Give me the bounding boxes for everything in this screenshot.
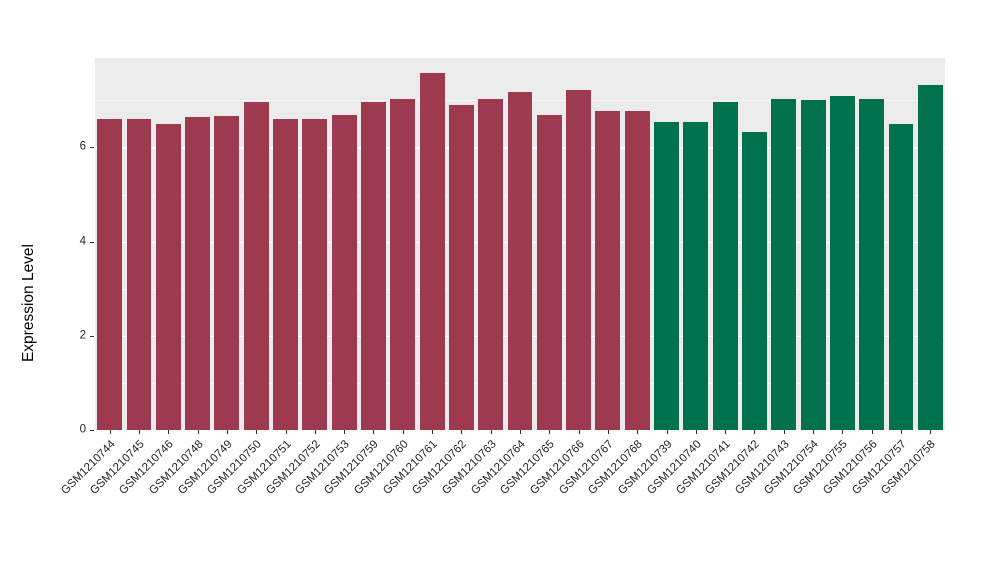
x-tick-mark <box>549 430 551 434</box>
x-tick-mark <box>373 430 375 434</box>
x-tick-mark <box>813 430 815 434</box>
x-tick-label: GSM1210745 <box>88 438 147 497</box>
bar-GSM1210748 <box>185 117 211 430</box>
bar-GSM1210751 <box>273 119 298 430</box>
x-tick-mark <box>344 430 346 434</box>
y-tick-mark <box>90 241 94 243</box>
bar-GSM1210740 <box>683 121 709 430</box>
bar-GSM1210755 <box>829 95 855 430</box>
x-tick-mark <box>871 430 873 434</box>
x-tick-mark <box>666 430 668 434</box>
y-tick-label: 6 <box>79 140 86 153</box>
bar-GSM1210762 <box>448 104 474 430</box>
x-tick-mark <box>754 430 756 434</box>
bar-GSM1210742 <box>742 132 767 430</box>
y-tick-label: 0 <box>79 423 86 436</box>
bar-GSM1210743 <box>771 98 797 430</box>
x-tick-mark <box>461 430 463 434</box>
bar-GSM1210759 <box>360 102 386 430</box>
x-tick-mark <box>842 430 844 434</box>
x-tick-mark <box>168 430 170 434</box>
x-tick-mark <box>725 430 727 434</box>
x-tick-mark <box>285 430 287 434</box>
bar-GSM1210768 <box>624 111 650 430</box>
bar-GSM1210749 <box>214 116 240 430</box>
x-tick-mark <box>490 430 492 434</box>
y-tick-label: 4 <box>79 234 86 247</box>
bar-GSM1210746 <box>155 124 181 430</box>
bar-GSM1210739 <box>654 121 679 430</box>
bar-GSM1210756 <box>859 98 885 430</box>
x-tick-mark <box>226 430 228 434</box>
x-tick-mark <box>901 430 903 434</box>
bar-GSM1210765 <box>536 115 562 430</box>
x-tick-mark <box>930 430 932 434</box>
bar-GSM1210764 <box>507 92 533 430</box>
bar-GSM1210763 <box>478 98 504 430</box>
y-axis-label-text: Expression Level <box>20 243 37 363</box>
bar-GSM1210761 <box>419 72 445 430</box>
x-tick-mark <box>578 430 580 434</box>
x-tick-mark <box>314 430 316 434</box>
x-tick-mark <box>607 430 609 434</box>
plot-panel <box>95 58 945 432</box>
bar-GSM1210745 <box>126 119 152 430</box>
y-tick-mark <box>90 430 94 431</box>
bar-GSM1210754 <box>800 100 826 430</box>
bar-GSM1210757 <box>888 124 914 430</box>
y-tick-mark <box>90 335 94 337</box>
x-tick-mark <box>520 430 521 434</box>
x-tick-mark <box>256 430 258 434</box>
x-tick-mark <box>783 430 785 434</box>
bar-GSM1210750 <box>243 102 269 430</box>
x-tick-mark <box>197 430 199 434</box>
y-tick-mark <box>90 147 94 149</box>
bar-GSM1210741 <box>712 102 738 430</box>
bar-GSM1210760 <box>390 99 416 430</box>
bar-GSM1210753 <box>331 115 357 430</box>
x-tick-mark <box>109 430 111 434</box>
bar-GSM1210766 <box>566 89 592 430</box>
bar-GSM1210758 <box>917 85 943 430</box>
bar-GSM1210744 <box>97 119 123 430</box>
x-tick-mark <box>402 430 404 434</box>
x-tick-mark <box>138 430 140 434</box>
bar-GSM1210752 <box>302 119 328 430</box>
x-tick-mark <box>637 430 639 434</box>
x-tick-mark <box>432 430 434 434</box>
y-tick-label: 2 <box>79 329 86 342</box>
x-tick-mark <box>695 430 697 434</box>
bar-GSM1210767 <box>595 111 621 430</box>
